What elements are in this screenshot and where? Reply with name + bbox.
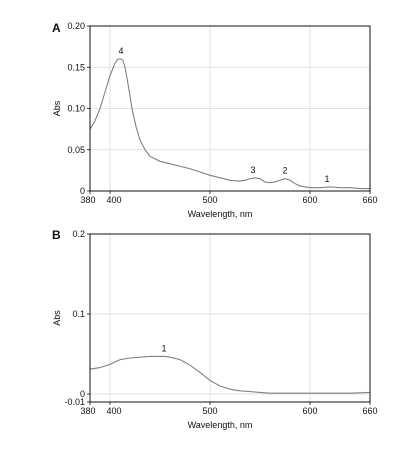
panel-b-plot-frame: [89, 233, 371, 403]
panel-a-peak-label: 4: [118, 46, 123, 56]
panel-b-peak-label: 1: [161, 343, 166, 353]
panel-a-y-tick-label: 0.10: [67, 104, 85, 114]
panel-b-x-axis-label: Wavelength, nm: [188, 420, 253, 430]
panel-b-x-tick-label: 660: [362, 406, 377, 416]
panel-a-x-tick-label: 660: [362, 195, 377, 205]
panel-b-x-tick-label: 500: [202, 406, 217, 416]
panel-b-y-tick-label: 0: [80, 389, 85, 399]
panel-a-y-axis-label: Abs: [52, 100, 62, 116]
panel-b-y-axis-label: Abs: [52, 310, 62, 326]
panel-a-chart: 380 400 500 600 660 0 0.05 0.10 0.15 0.20 Waveleng…: [52, 21, 378, 219]
panel-a-peak-label: 1: [324, 174, 329, 184]
panel-b-x-tick-label: 600: [302, 406, 317, 416]
panel-b-x-tick-label: 380: [80, 406, 95, 416]
panel-b-series-line: [89, 355, 371, 394]
panel-a-y-tick-label: 0: [80, 186, 85, 196]
panel-a-letter: A: [52, 21, 61, 35]
panel-a-x-axis-label: Wavelength, nm: [188, 209, 253, 219]
panel-a-x-tick-label: 500: [202, 195, 217, 205]
panel-a-y-tick-label: 0.05: [67, 145, 85, 155]
panel-b-chart: 380 400 500 600 660 -0.010 0.1 0.2 Wavelength, n…: [52, 228, 378, 430]
panel-a-x-tick-label: 380: [80, 195, 95, 205]
panel-b-y-tick-label: 0.2: [72, 229, 85, 239]
panel-b-y-tick-label: -0.01: [64, 397, 85, 407]
panel-a-y-tick-label: 0.20: [67, 21, 85, 31]
panel-b-letter: B: [52, 228, 61, 242]
panel-a-peak-label: 3: [250, 165, 255, 175]
panel-a-x-tick-label: 600: [302, 195, 317, 205]
panel-b-y-tick-label: 0.1: [72, 309, 85, 319]
panel-a-x-tick-label: 400: [106, 195, 121, 205]
panel-a-series-line: [89, 58, 370, 190]
panel-b-x-tick-label: 400: [106, 406, 121, 416]
panel-a-peak-label: 2: [282, 166, 287, 176]
panel-a-y-tick-label: 0.15: [67, 62, 85, 72]
